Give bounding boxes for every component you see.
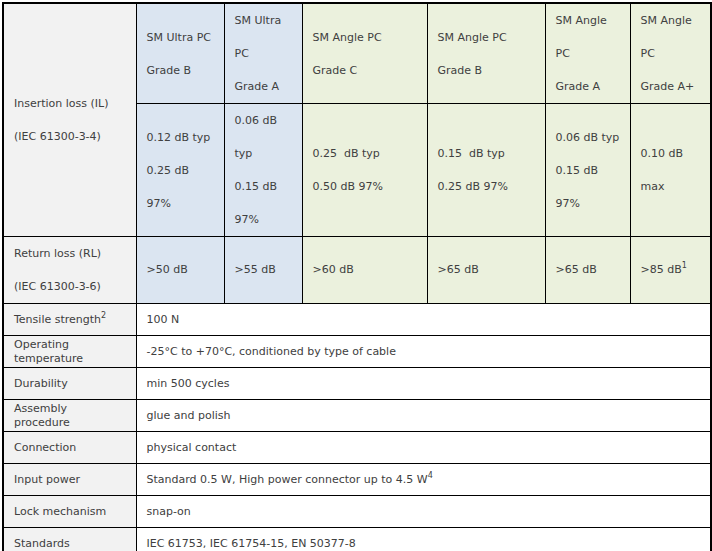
row-label-insertion-loss: Insertion loss (IL)(IEC 61300-3-4) bbox=[3, 3, 136, 237]
column-header-sm-ultra-pc-grade-a: SM Ultra PCGrade A bbox=[224, 3, 302, 104]
table-row: StandardsIEC 61753, IEC 61754-15, EN 503… bbox=[3, 528, 711, 551]
rl-value-sm-ultra-pc-grade-b: >50 dB bbox=[136, 237, 224, 304]
row-label: Tensile strength2 bbox=[3, 304, 136, 336]
spec-table: Insertion loss (IL)(IEC 61300-3-4)SM Ult… bbox=[2, 2, 712, 551]
column-header-sm-angle-pc-grade-a-plus: SM Angle PCGrade A+ bbox=[630, 3, 711, 104]
rl-value-sm-angle-pc-grade-c: >60 dB bbox=[302, 237, 427, 304]
table-row: Insertion loss (IL)(IEC 61300-3-4)SM Ult… bbox=[3, 3, 711, 104]
il-value-sm-ultra-pc-grade-a: 0.06 dB typ0.15 dB 97% bbox=[224, 104, 302, 237]
spec-value-cell: IEC 61753, IEC 61754-15, EN 50377-8 bbox=[136, 528, 711, 551]
column-header-sm-angle-pc-grade-a: SM Angle PCGrade A bbox=[545, 3, 630, 104]
table-row: Assembly procedureglue and polish bbox=[3, 400, 711, 432]
row-label: Durability bbox=[3, 368, 136, 400]
spec-value-cell: Standard 0.5 W, High power connector up … bbox=[136, 464, 711, 496]
footnote-superscript: 1 bbox=[682, 261, 687, 270]
spec-value-cell: glue and polish bbox=[136, 400, 711, 432]
row-label: Input power bbox=[3, 464, 136, 496]
footnote-superscript: 2 bbox=[101, 311, 106, 320]
row-label: Operating temperature bbox=[3, 336, 136, 368]
page: Insertion loss (IL)(IEC 61300-3-4)SM Ult… bbox=[0, 0, 712, 551]
row-label-return-loss: Return loss (RL)(IEC 61300-3-6) bbox=[3, 237, 136, 304]
rl-value-sm-angle-pc-grade-b: >65 dB bbox=[427, 237, 545, 304]
rl-value-sm-angle-pc-grade-a: >65 dB bbox=[545, 237, 630, 304]
spec-value-cell: 100 N bbox=[136, 304, 711, 336]
spec-value-cell: snap-on bbox=[136, 496, 711, 528]
il-value-sm-angle-pc-grade-b: 0.15 dB typ0.25 dB 97% bbox=[427, 104, 545, 237]
table-row: Operating temperature-25°C to +70°C, con… bbox=[3, 336, 711, 368]
rl-value-sm-angle-pc-grade-a-plus: >85 dB1 bbox=[630, 237, 711, 304]
spec-value-cell: physical contact bbox=[136, 432, 711, 464]
row-label: Connection bbox=[3, 432, 136, 464]
rl-value-sm-ultra-pc-grade-a: >55 dB bbox=[224, 237, 302, 304]
row-label: Lock mechanism bbox=[3, 496, 136, 528]
footnote-superscript: 4 bbox=[428, 471, 433, 480]
column-header-sm-angle-pc-grade-b: SM Angle PC Grade B bbox=[427, 3, 545, 104]
table-row: Tensile strength2100 N bbox=[3, 304, 711, 336]
il-value-sm-angle-pc-grade-a-plus: 0.10 dBmax bbox=[630, 104, 711, 237]
il-value-sm-angle-pc-grade-a: 0.06 dB typ0.15 dB 97% bbox=[545, 104, 630, 237]
column-header-sm-angle-pc-grade-c: SM Angle PC Grade C bbox=[302, 3, 427, 104]
table-row: Connectionphysical contact bbox=[3, 432, 711, 464]
table-row: Input powerStandard 0.5 W, High power co… bbox=[3, 464, 711, 496]
il-value-sm-angle-pc-grade-c: 0.25 dB typ0.50 dB 97% bbox=[302, 104, 427, 237]
row-label: Assembly procedure bbox=[3, 400, 136, 432]
column-header-sm-ultra-pc-grade-b: SM Ultra PCGrade B bbox=[136, 3, 224, 104]
spec-value-cell: min 500 cycles bbox=[136, 368, 711, 400]
table-row: Durabilitymin 500 cycles bbox=[3, 368, 711, 400]
row-label: Standards bbox=[3, 528, 136, 551]
table-row: Lock mechanismsnap-on bbox=[3, 496, 711, 528]
spec-value-cell: -25°C to +70°C, conditioned by type of c… bbox=[136, 336, 711, 368]
il-value-sm-ultra-pc-grade-b: 0.12 dB typ0.25 dB 97% bbox=[136, 104, 224, 237]
table-row: Return loss (RL)(IEC 61300-3-6)>50 dB>55… bbox=[3, 237, 711, 304]
